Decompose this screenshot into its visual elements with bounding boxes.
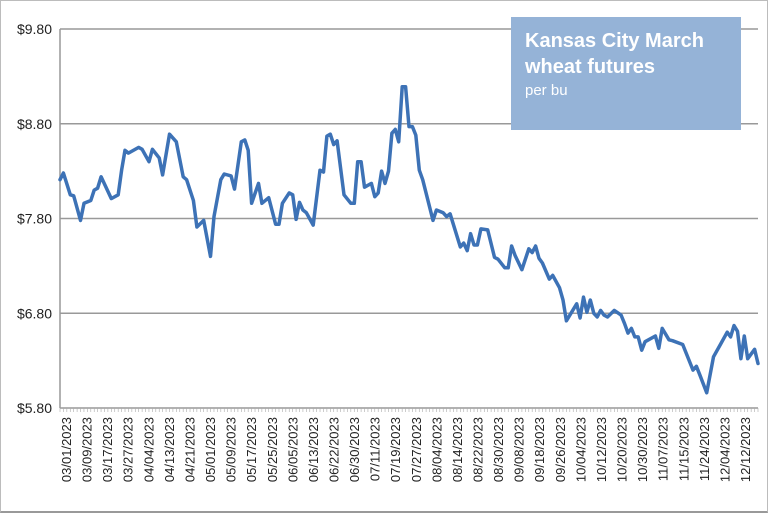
x-tick-label: 09/18/2023 (532, 417, 547, 482)
x-tick-label: 10/20/2023 (615, 417, 630, 482)
x-tick-label: 10/30/2023 (635, 417, 650, 482)
x-tick-label: 05/17/2023 (244, 417, 259, 482)
x-tick-label: 06/05/2023 (285, 417, 300, 482)
x-tick-label: 06/13/2023 (306, 417, 321, 482)
x-tick-label: 08/14/2023 (450, 417, 465, 482)
y-tick-label: $9.80 (17, 21, 52, 37)
y-tick-label: $5.80 (17, 400, 52, 416)
y-tick-label: $7.80 (17, 211, 52, 227)
y-tick-label: $6.80 (17, 305, 52, 321)
x-tick-label: 04/13/2023 (162, 417, 177, 482)
x-tick-label: 08/22/2023 (471, 417, 486, 482)
x-tick-label: 03/17/2023 (100, 417, 115, 482)
x-tick-label: 03/01/2023 (59, 417, 74, 482)
chart-subtitle: per bu (525, 82, 727, 99)
series-line (60, 87, 758, 393)
x-tick-label: 09/26/2023 (553, 417, 568, 482)
x-tick-label: 12/12/2023 (738, 417, 753, 482)
x-tick-label: 05/09/2023 (224, 417, 239, 482)
x-tick-label: 06/30/2023 (347, 417, 362, 482)
x-tick-label: 07/11/2023 (368, 417, 383, 481)
x-tick-label: 05/01/2023 (203, 417, 218, 482)
x-tick-label: 10/04/2023 (573, 417, 588, 482)
x-tick-label: 04/04/2023 (141, 417, 156, 482)
x-tick-label: 03/09/2023 (80, 417, 95, 482)
x-tick-label: 04/21/2023 (182, 417, 197, 482)
y-tick-label: $8.80 (17, 116, 52, 132)
x-tick-label: 05/25/2023 (265, 417, 280, 482)
chart-title-box: Kansas City March wheat futures per bu (511, 17, 741, 130)
x-tick-label: 10/12/2023 (594, 417, 609, 482)
x-tick-label: 03/27/2023 (121, 417, 136, 482)
chart-title: Kansas City March wheat futures (525, 28, 727, 80)
x-tick-label: 12/04/2023 (717, 417, 732, 482)
x-tick-label: 07/27/2023 (409, 417, 424, 482)
x-tick-label: 08/30/2023 (491, 417, 506, 482)
x-tick-label: 11/24/2023 (697, 417, 712, 481)
x-tick-label: 11/15/2023 (676, 417, 691, 481)
x-tick-label: 09/08/2023 (512, 417, 527, 482)
x-tick-label: 07/19/2023 (388, 417, 403, 482)
x-tick-label: 11/07/2023 (656, 417, 671, 481)
x-tick-label: 08/04/2023 (429, 417, 444, 482)
x-tick-label: 06/22/2023 (326, 417, 341, 482)
